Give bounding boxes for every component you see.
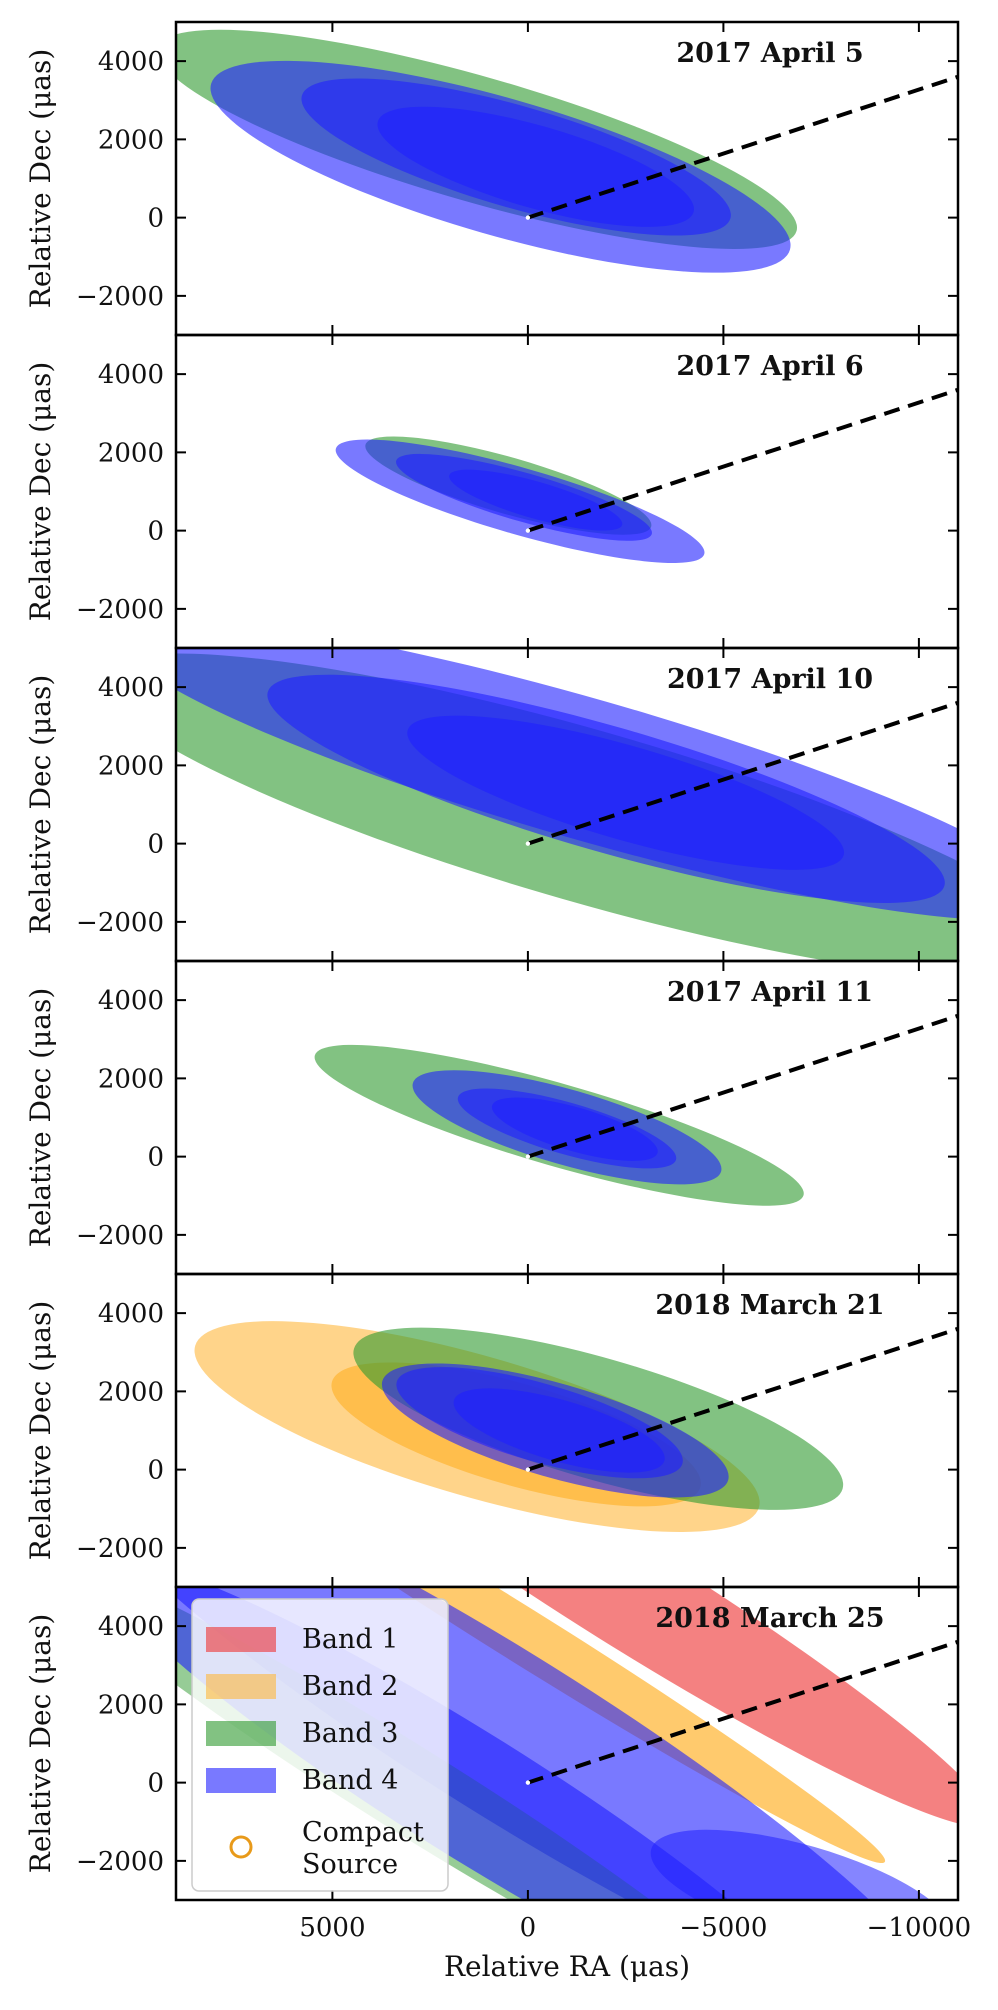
origin-marker [525,1780,531,1785]
band4-region [650,1829,953,1900]
origin-marker [525,215,531,220]
y-tick-label: −2000 [76,908,164,938]
panel: 4000 2000 0 −2000 2017 April 10 Relative Dec … [24,646,960,963]
x-tick-label: 0 [520,1913,537,1943]
legend-label: Compact [302,1817,424,1848]
y-axis-label: Relative Dec (μas) [24,49,57,309]
panel-title: 2017 April 10 [667,664,873,695]
legend-label: Source [302,1849,398,1880]
y-tick-label: 4000 [98,986,164,1016]
panel-title: 2017 April 11 [667,977,873,1008]
legend-box [191,1598,449,1892]
dashed-direction-line [527,1326,958,1472]
y-tick-label: −2000 [76,1847,164,1877]
band4-region [491,1097,658,1161]
x-tick-label: −10000 [867,1913,972,1943]
y-axis-label: Relative Dec (μas) [24,1614,57,1874]
panel-title: 2017 April 6 [676,351,863,382]
band4-legend-swatch [206,1768,276,1793]
y-tick-label: −2000 [76,1534,164,1564]
panel-title: 2017 April 5 [676,38,863,69]
y-tick-label: 2000 [98,1690,164,1720]
y-tick-label: 0 [147,204,164,234]
legend-label: Band 3 [302,1718,398,1749]
band4-region [407,715,845,870]
plot-area [194,1321,958,1533]
dashed-direction-line [527,700,958,846]
band1-legend-swatch [206,1627,276,1652]
y-tick-label: 2000 [98,751,164,781]
plot-area [176,648,958,961]
y-tick-label: 0 [147,1456,164,1486]
panel-title: 2018 March 21 [655,1290,884,1321]
band4-region [377,106,694,227]
origin-marker [525,528,531,533]
y-tick-label: 2000 [98,1064,164,1094]
panel: 4000 2000 0 −2000 2017 April 6 Relative Dec (… [24,333,960,650]
band2-legend-swatch [206,1674,276,1699]
panel: 4000 2000 0 −2000 2017 April 5 Relative Dec (… [24,20,960,337]
y-tick-label: 0 [147,517,164,547]
dashed-direction-line [527,1639,958,1785]
y-tick-label: 2000 [98,1377,164,1407]
panel-frame [174,1585,960,1902]
y-axis-label: Relative Dec (μas) [24,988,57,1248]
plot-area [335,387,958,564]
y-tick-label: 0 [147,830,164,860]
y-axis-label: Relative Dec (μas) [24,1301,57,1561]
band4-region [453,1388,665,1473]
panel: 4000 2000 0 −2000 2018 March 21 Relative Dec … [24,1272,960,1589]
y-tick-label: 2000 [98,125,164,155]
panels-container: 4000 2000 0 −2000 2017 April 5 Relative Dec (… [24,20,972,1943]
y-tick-label: −2000 [76,1221,164,1251]
legend-label: Band 1 [302,1624,398,1655]
y-tick-label: 4000 [98,1299,164,1329]
plot-area [176,29,958,273]
origin-marker [525,1154,531,1159]
y-tick-label: 4000 [98,1612,164,1642]
legend-label: Band 2 [302,1671,398,1702]
y-axis-label: Relative Dec (μas) [24,362,57,622]
origin-marker [525,1467,531,1472]
legend-label: Band 4 [302,1765,398,1796]
y-tick-label: 4000 [98,360,164,390]
x-axis-label: Relative RA (μas) [444,1950,690,1983]
band1-region [259,1587,958,1827]
y-tick-label: 2000 [98,438,164,468]
compact-source-marker-icon [229,1835,253,1859]
y-tick-label: 0 [147,1769,164,1799]
dashed-direction-line [527,1013,958,1159]
y-axis-label: Relative Dec (μas) [24,675,57,935]
x-tick-label: 5000 [299,1913,365,1943]
y-tick-label: 0 [147,1143,164,1173]
band2-region [176,1587,886,1864]
y-tick-label: 4000 [98,47,164,77]
dashed-direction-line [527,387,958,533]
plot-area [314,1013,958,1206]
y-tick-label: −2000 [76,595,164,625]
x-tick-label: −5000 [679,1913,767,1943]
y-tick-label: 4000 [98,673,164,703]
panel: 4000 2000 0 −2000 2017 April 11 Relative Dec … [24,959,960,1276]
y-tick-label: −2000 [76,282,164,312]
dashed-direction-line [527,74,958,220]
origin-marker [525,841,531,846]
band3-legend-swatch [206,1721,276,1746]
panel-title: 2018 March 25 [655,1603,884,1634]
